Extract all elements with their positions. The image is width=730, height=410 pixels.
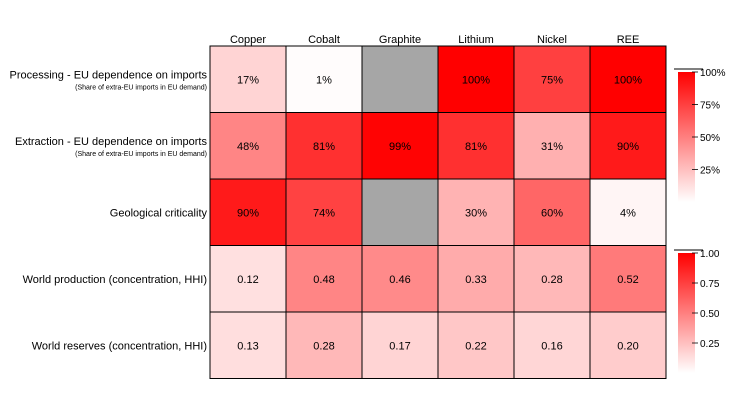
heatmap-cell <box>209 311 287 379</box>
cell-value-label: 17% <box>237 74 259 86</box>
heatmap-cell <box>361 45 439 113</box>
column-headers: Copper Cobalt Graphite Lithium Nickel REE <box>230 34 639 46</box>
heatmap-cell <box>437 245 515 313</box>
heatmap-cell <box>285 245 363 313</box>
row-labels: Processing - EU dependence on imports (Sh… <box>10 69 208 352</box>
heatmap-cell <box>589 178 667 246</box>
cell-value-label: 0.28 <box>541 274 562 286</box>
cell-value-label: 1% <box>316 74 332 86</box>
heatmap-cell <box>589 245 667 313</box>
legend-tick-label: 0.75 <box>700 279 720 290</box>
heatmap-cell <box>513 112 591 180</box>
legend-tick-label: 75% <box>700 101 720 112</box>
cell-value-label: 0.46 <box>389 274 410 286</box>
cell-value-label: 48% <box>237 141 259 153</box>
cell-value-label: 0.12 <box>237 274 258 286</box>
row-label: Processing - EU dependence on imports <box>10 69 208 81</box>
legend-tick-label: 1.00 <box>700 249 720 260</box>
heatmap-cell <box>513 45 591 113</box>
cell-value-label: 0.13 <box>237 340 258 352</box>
heatmap-cell <box>437 45 515 113</box>
heatmap-cell <box>209 45 287 113</box>
column-header-ree: REE <box>617 34 640 46</box>
row-label: World production (concentration, HHI) <box>23 274 207 286</box>
row-label: World reserves (concentration, HHI) <box>32 340 207 352</box>
column-header-lithium: Lithium <box>458 34 493 46</box>
column-header-copper: Copper <box>230 34 266 46</box>
cell-value-label: 0.33 <box>465 274 486 286</box>
row-sublabel: (Share of extra-EU imports in EU demand) <box>75 151 207 158</box>
heatmap-cells: 17% 1% 100% 75% 100% 48% 81% 99% 81% 31% 90% 90% 74%… <box>209 45 667 379</box>
cell-value-label: 75% <box>541 74 563 86</box>
heatmap-cell <box>361 178 439 246</box>
legend-tick-label: 25% <box>700 166 720 177</box>
legend-tick-label: 100% <box>700 68 726 79</box>
cell-value-label: 30% <box>465 207 487 219</box>
column-header-graphite: Graphite <box>379 34 421 46</box>
heatmap-cell <box>513 245 591 313</box>
cell-value-label: 0.22 <box>465 340 486 352</box>
cell-value-label: 90% <box>617 141 639 153</box>
heatmap-cell <box>589 311 667 379</box>
cell-value-label: 100% <box>614 74 642 86</box>
cell-value-label: 0.48 <box>313 274 334 286</box>
cell-value-label: 0.52 <box>617 274 638 286</box>
cell-value-label: 0.20 <box>617 340 638 352</box>
color-legends: 100% 75% 50% 25% 1.00 0.75 0.50 0.25 <box>674 68 726 373</box>
heatmap-cell <box>361 245 439 313</box>
row-label: Geological criticality <box>110 207 208 219</box>
row-sublabel: (Share of extra-EU imports in EU demand) <box>75 84 207 91</box>
heatmap-cell <box>589 112 667 180</box>
heatmap-cell <box>437 178 515 246</box>
heatmap-cell <box>513 311 591 379</box>
cell-value-label: 0.28 <box>313 340 334 352</box>
column-header-nickel: Nickel <box>537 34 567 46</box>
legend-tick-label: 50% <box>700 133 720 144</box>
row-label: Extraction - EU dependence on imports <box>15 136 207 148</box>
cell-value-label: 90% <box>237 207 259 219</box>
cell-value-label: 100% <box>462 74 490 86</box>
cell-value-label: 4% <box>620 207 636 219</box>
cell-value-label: 81% <box>465 141 487 153</box>
legend-tick-label: 0.25 <box>700 339 720 350</box>
heatmap-cell <box>361 311 439 379</box>
column-header-cobalt: Cobalt <box>308 34 340 46</box>
heatmap-cell <box>285 45 363 113</box>
legend-colorbar-percent <box>678 72 695 202</box>
cell-value-label: 0.17 <box>389 340 410 352</box>
heatmap-cell <box>209 112 287 180</box>
cell-value-label: 0.16 <box>541 340 562 352</box>
cell-value-label: 60% <box>541 207 563 219</box>
legend-tick-label: 0.50 <box>700 309 720 320</box>
cell-value-label: 74% <box>313 207 335 219</box>
cell-value-label: 31% <box>541 141 563 153</box>
heatmap-cell <box>361 112 439 180</box>
legend-colorbar-hhi <box>678 253 695 373</box>
cell-value-label: 81% <box>313 141 335 153</box>
cell-value-label: 99% <box>389 141 411 153</box>
heatmap-cell <box>209 245 287 313</box>
heatmap-cell <box>209 178 287 246</box>
